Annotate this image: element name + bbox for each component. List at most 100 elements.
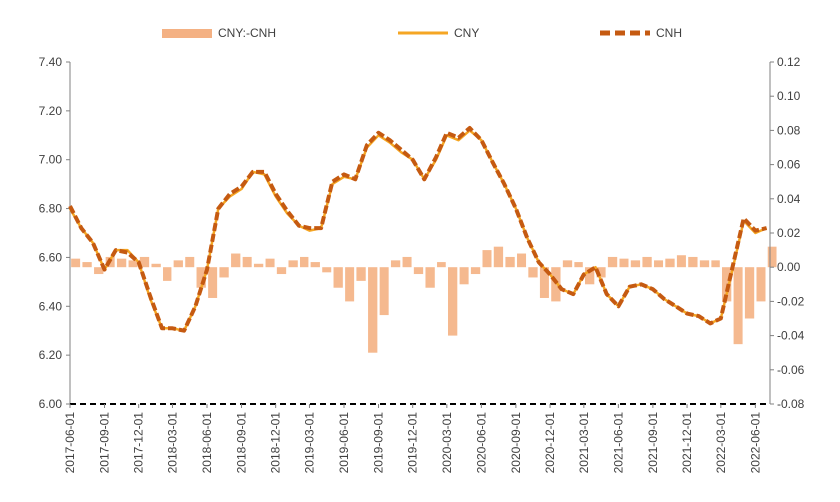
- legend-label: CNY:-CNH: [218, 26, 276, 40]
- bar-cny-cnh: [459, 267, 469, 285]
- bar-cny-cnh: [265, 258, 275, 268]
- bar-cny-cnh: [744, 267, 755, 319]
- bar-cny-cnh: [607, 256, 618, 268]
- x-tick-label: 2020-03-01: [440, 412, 454, 474]
- x-tick-label: 2019-12-01: [406, 412, 420, 474]
- bar-cny-cnh: [219, 267, 229, 278]
- bar-cny-cnh: [574, 262, 583, 268]
- bar-cny-cnh: [665, 258, 675, 268]
- bar-cny-cnh: [151, 263, 161, 268]
- x-tick-label: 2019-03-01: [302, 412, 316, 474]
- bar-cny-cnh: [584, 267, 595, 285]
- right-tick-label: 0.06: [777, 158, 801, 172]
- x-tick-label: 2021-03-01: [577, 412, 591, 474]
- bar-cny-cnh: [208, 267, 218, 298]
- right-tick-label: -0.08: [777, 397, 805, 411]
- bar-cny-cnh: [528, 267, 538, 278]
- bar-cny-cnh: [413, 267, 424, 275]
- x-tick-label: 2019-09-01: [372, 412, 386, 474]
- x-tick-label: 2022-06-01: [748, 412, 762, 474]
- left-tick-label: 6.00: [39, 397, 63, 411]
- x-tick-label: 2021-09-01: [646, 412, 660, 474]
- x-tick-labels: 2017-06-01 2017-09-01 2017-12-01 2018-03-01…: [63, 412, 762, 474]
- x-tick-label: 2021-06-01: [611, 412, 625, 474]
- axes: 6.00 6.20 6.40 6.60 6.80 7.00 7.20 7.40 -0.08 -0.…: [39, 55, 805, 411]
- bar-cny-cnh: [288, 260, 298, 268]
- bar-cny-cnh: [253, 263, 264, 268]
- x-tick-label: 2017-06-01: [63, 412, 77, 474]
- right-tick-label: 0.08: [777, 123, 801, 137]
- x-tick-label: 2020-09-01: [509, 412, 523, 474]
- left-tick-label: 6.40: [39, 299, 63, 313]
- bar-cny-cnh: [196, 267, 206, 288]
- bar-cny-cnh: [482, 250, 492, 268]
- bar-cny-cnh: [539, 267, 549, 298]
- lines: [68, 126, 768, 333]
- bar-cny-cnh: [630, 260, 641, 268]
- left-tick-label: 7.20: [39, 104, 63, 118]
- x-tick-label: 2017-09-01: [98, 412, 112, 474]
- right-tick-label: 0.10: [777, 89, 801, 103]
- bar-cny-cnh: [333, 267, 343, 288]
- bars-cny-cnh: [71, 246, 777, 353]
- bar-cny-cnh: [300, 256, 309, 268]
- bar-cny-cnh: [505, 256, 515, 268]
- bar-cny-cnh: [390, 260, 401, 268]
- x-tick-label: 2020-06-01: [474, 412, 488, 474]
- bar-cny-cnh: [711, 260, 720, 268]
- x-tick-label: 2019-06-01: [337, 412, 351, 474]
- bar-cny-cnh: [596, 267, 606, 278]
- bar-cny-cnh: [345, 267, 355, 302]
- bar-cny-cnh: [470, 267, 481, 275]
- x-tick-label: 2018-09-01: [235, 412, 249, 474]
- right-tick-label: -0.02: [777, 294, 805, 308]
- bar-cny-cnh: [276, 267, 287, 275]
- bar-cny-cnh: [437, 262, 446, 268]
- left-tick-label: 6.60: [39, 250, 63, 264]
- bar-cny-cnh: [379, 267, 389, 316]
- bar-cny-cnh: [642, 256, 652, 268]
- x-tick-label: 2022-03-01: [714, 412, 728, 474]
- bar-cny-cnh: [94, 267, 104, 275]
- bar-cny-cnh: [733, 267, 743, 345]
- bar-cny-cnh: [231, 253, 241, 268]
- legend-swatch-cny-cnh: [162, 29, 212, 38]
- right-tick-label: -0.04: [777, 329, 805, 343]
- bar-cny-cnh: [654, 260, 664, 268]
- bar-cny-cnh: [688, 256, 698, 268]
- bar-cny-cnh: [356, 267, 366, 281]
- x-tick-label: 2018-12-01: [269, 412, 283, 474]
- bar-cny-cnh: [139, 256, 150, 268]
- left-tick-label: 7.00: [39, 153, 63, 167]
- bar-cny-cnh: [676, 255, 686, 268]
- bar-cny-cnh: [128, 260, 138, 268]
- bar-cny-cnh: [619, 258, 629, 268]
- bar-cny-cnh: [322, 267, 332, 273]
- bar-cny-cnh: [82, 262, 92, 268]
- series-line-cnh: [68, 126, 768, 333]
- x-tick-label: 2018-06-01: [200, 412, 214, 474]
- x-tick-label: 2021-12-01: [680, 412, 694, 474]
- right-tick-label: 0.04: [777, 192, 801, 206]
- bar-cny-cnh: [71, 258, 81, 268]
- legend-label: CNY: [454, 26, 479, 40]
- bar-cny-cnh: [173, 260, 183, 268]
- x-tick-label: 2020-12-01: [543, 412, 557, 474]
- right-tick-label: 0.00: [777, 260, 801, 274]
- bar-cny-cnh: [767, 246, 777, 268]
- right-tick-label: -0.06: [777, 363, 805, 377]
- bar-cny-cnh: [368, 267, 378, 353]
- left-tick-label: 6.80: [39, 202, 63, 216]
- right-tick-label: 0.12: [777, 55, 801, 69]
- bar-cny-cnh: [448, 267, 458, 336]
- x-tick-label: 2018-03-01: [165, 412, 179, 474]
- bar-cny-cnh: [562, 260, 573, 268]
- bar-cny-cnh: [242, 256, 252, 268]
- bar-cny-cnh: [551, 267, 561, 302]
- series-line-cny: [68, 129, 768, 332]
- bar-cny-cnh: [310, 262, 320, 268]
- legend: CNY:-CNH CNY CNH: [162, 26, 682, 40]
- bar-cny-cnh: [116, 258, 127, 268]
- bar-cny-cnh: [517, 253, 527, 268]
